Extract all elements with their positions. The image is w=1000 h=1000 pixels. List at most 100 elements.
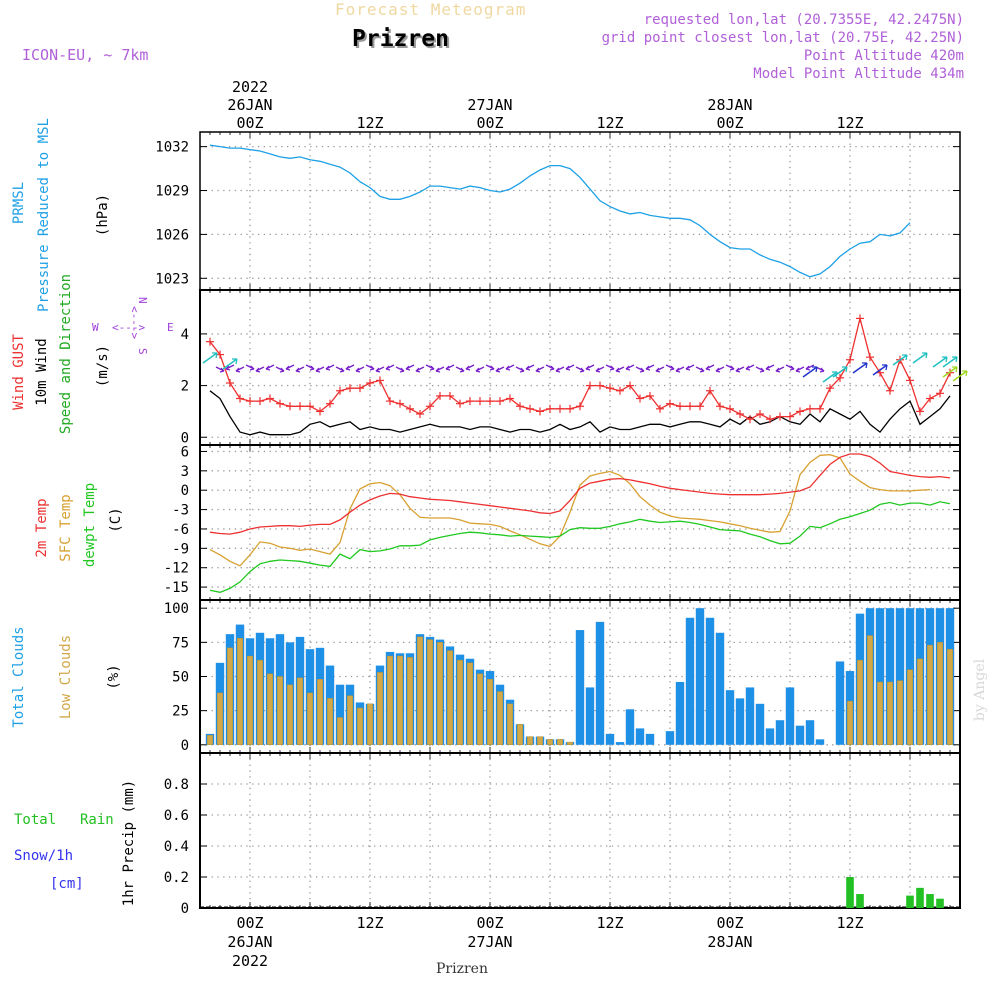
wind-direction-arrow — [545, 364, 555, 371]
clouds-tick-label: 25 — [172, 704, 189, 720]
clouds-label-unit: (%) — [106, 664, 122, 689]
wind-arrow-head — [962, 370, 968, 377]
low-clouds-bar — [377, 672, 384, 746]
wind-direction-arrow-strong — [202, 352, 218, 364]
gust-marker — [286, 402, 294, 411]
wind-arrow-shaft — [202, 352, 218, 364]
rain-bar — [856, 894, 864, 908]
gust-marker — [366, 379, 374, 387]
top-time-hour: 00Z — [716, 114, 743, 132]
wind-arrow-head — [639, 367, 645, 373]
wind-tick-label: 4 — [181, 327, 189, 343]
low-clouds-bar — [257, 659, 264, 746]
wind-arrow-head — [435, 367, 441, 373]
total-clouds-bar — [615, 742, 625, 745]
gust-marker — [436, 391, 444, 400]
top-time-day: 27JAN — [467, 96, 512, 114]
gust-marker — [836, 373, 844, 382]
wind-arrow-head — [415, 367, 421, 373]
gust-marker — [496, 397, 504, 406]
temp-tick-label: -12 — [164, 561, 189, 577]
low-clouds-bar — [557, 739, 564, 746]
wind-arrow-shaft — [942, 366, 958, 378]
wind-arrow-head — [555, 367, 561, 373]
wind-direction-arrow — [235, 366, 245, 373]
wind-direction-arrow — [365, 364, 375, 371]
total-clouds-bar — [885, 608, 895, 745]
wind-direction-arrow — [625, 364, 635, 371]
pressure-label-unit: (hPa) — [95, 194, 111, 236]
wind-arrow-head — [489, 365, 495, 371]
top-time-hour: 12Z — [596, 114, 623, 132]
wind-direction-arrow — [405, 364, 415, 371]
low-clouds-bar — [357, 707, 364, 746]
total-clouds-bar — [875, 608, 885, 745]
gust-marker — [446, 391, 454, 400]
rain-bar — [916, 887, 924, 908]
bottom-time-year: 2022 — [232, 952, 268, 970]
low-clouds-bar — [437, 642, 444, 746]
total-clouds-bar — [695, 608, 705, 745]
gust-marker — [556, 404, 564, 413]
gust-marker — [346, 384, 354, 393]
wind-arrow-head — [355, 367, 361, 373]
low-clouds-bar — [407, 657, 414, 746]
gust-marker — [306, 402, 314, 411]
wind-arrow-shaft — [852, 362, 868, 374]
low-clouds-bar — [497, 691, 504, 746]
gust-marker — [516, 402, 524, 411]
wind-arrow-head — [812, 366, 818, 373]
low-clouds-bar — [457, 659, 464, 746]
wind-direction-arrow — [575, 366, 585, 373]
gust-marker — [356, 384, 364, 393]
wind-label-gust: Wind GUST — [11, 334, 27, 410]
wind-direction-arrow — [525, 364, 535, 371]
wind-direction-arrow — [665, 364, 675, 371]
clouds-tick-label: 75 — [172, 635, 189, 651]
wind-arrow-head — [295, 367, 301, 373]
precip-label-cm: [cm] — [50, 876, 84, 892]
wind-arrow-head — [255, 367, 261, 373]
gust-marker — [486, 397, 494, 406]
gust-marker — [636, 394, 644, 403]
wind-direction-arrow — [785, 364, 795, 371]
wind-arrow-head — [819, 367, 825, 373]
wind-10m-line — [209, 390, 951, 436]
low-clouds-bar — [277, 676, 284, 746]
wind-direction-arrow — [325, 364, 335, 371]
wind-arrow-head — [345, 365, 351, 371]
footer-station: Prizren — [436, 961, 488, 977]
wind-arrow-head — [655, 367, 661, 373]
total-clouds-bar — [765, 728, 775, 745]
gust-marker — [466, 397, 474, 406]
wind-direction-arrow — [475, 366, 485, 373]
gust-marker — [676, 402, 684, 411]
temp-tick-label: -6 — [172, 522, 189, 538]
wind-direction-arrow — [725, 364, 735, 371]
total-clouds-bar — [795, 725, 805, 745]
precip-tick-label: 0.8 — [164, 777, 189, 793]
wind-arrow-head — [225, 365, 231, 371]
gust-marker — [616, 386, 624, 395]
gust-marker — [606, 384, 614, 393]
compass-rose: N <---> S W <---> E — [92, 297, 174, 355]
wind-arrow-head — [475, 367, 481, 373]
temp-tick-label: 6 — [181, 444, 189, 460]
wind-arrow-shaft — [872, 364, 888, 376]
gust-marker — [666, 399, 674, 408]
gust-marker — [206, 337, 214, 346]
gust-marker — [686, 402, 694, 411]
gust-marker — [576, 402, 584, 411]
wind-arrow-shaft — [892, 354, 908, 366]
low-clouds-bar — [307, 692, 314, 746]
wind-direction-arrow — [355, 366, 365, 373]
pressure-tick-label: 1032 — [155, 140, 189, 156]
wind-direction-arrow — [565, 364, 575, 371]
wind-label-10m: 10m Wind — [34, 338, 50, 405]
low-clouds-bar — [387, 655, 394, 746]
wind-label-dir: Speed and Direction — [58, 274, 74, 434]
wind-arrow-head — [285, 365, 291, 371]
low-clouds-bar — [897, 680, 904, 746]
wind-direction-arrow — [505, 364, 515, 371]
